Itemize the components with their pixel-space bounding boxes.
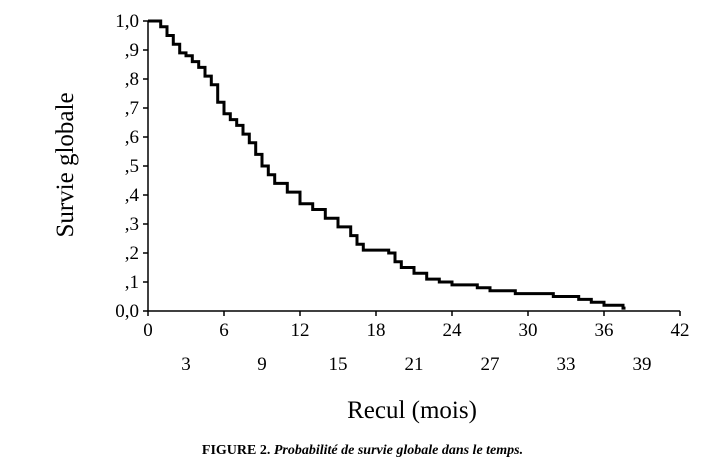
x-tick-label: 24	[443, 320, 463, 341]
y-tick-label: ,8	[125, 69, 139, 90]
x-tick-label: 33	[557, 354, 576, 375]
y-tick-label: 0,0	[115, 301, 139, 322]
x-tick-label: 18	[367, 320, 386, 341]
x-tick-label: 39	[633, 354, 652, 375]
x-tick-label: 30	[519, 320, 538, 341]
y-tick-label: ,5	[125, 156, 139, 177]
x-tick-label: 27	[481, 354, 500, 375]
y-tick-label: ,3	[125, 214, 139, 235]
x-tick-label: 42	[671, 320, 690, 341]
x-tick-label: 12	[291, 320, 310, 341]
survival-curve-line	[148, 19, 626, 310]
y-tick-label: ,6	[125, 127, 139, 148]
x-axis-ticks: 0 6 12 18 24 30 36 423 9 15 21 27 33 39	[143, 311, 690, 375]
y-tick-label: ,7	[125, 98, 139, 119]
x-axis-title: Recul (mois)	[347, 397, 477, 424]
x-tick-label: 9	[257, 354, 267, 375]
y-tick-label: ,9	[125, 40, 139, 61]
x-tick-label: 36	[595, 320, 614, 341]
y-axis-ticks: 0,0 ,1 ,2 ,3 ,4 ,5 ,6 ,7 ,8 ,9 1,0	[115, 11, 148, 322]
y-tick-label: ,4	[125, 185, 140, 206]
x-tick-label: 15	[329, 354, 348, 375]
x-tick-label: 0	[143, 320, 153, 341]
y-axis-title: Survie globale	[52, 92, 79, 237]
y-tick-label: 1,0	[115, 11, 139, 32]
caption-label: FIGURE 2.	[201, 443, 271, 458]
x-tick-label: 3	[181, 354, 191, 375]
x-tick-label: 6	[219, 320, 229, 341]
figure-caption: FIGURE 2. Probabilité de survie globale …	[0, 443, 725, 459]
y-tick-label: ,1	[125, 272, 139, 293]
y-tick-label: ,2	[125, 243, 139, 264]
caption-text: Probabilité de survie globale dans le te…	[273, 443, 524, 458]
x-tick-label: 21	[405, 354, 424, 375]
